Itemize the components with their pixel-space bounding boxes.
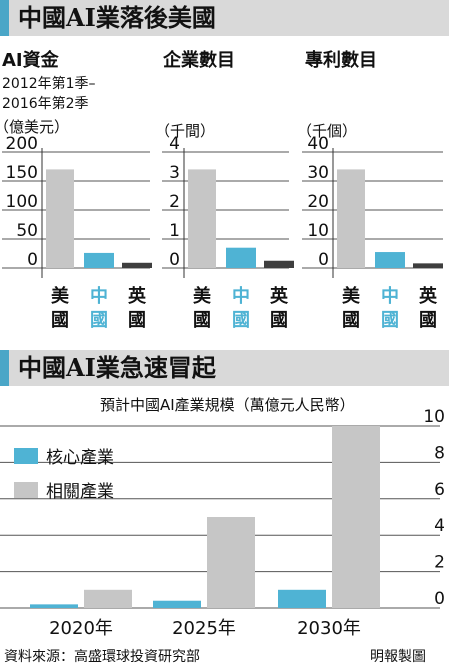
- x-tick-label: 中: [232, 285, 250, 307]
- panel3-unit: （千個）: [297, 122, 358, 140]
- credit-note: 明報製圖: [370, 649, 426, 665]
- x-tick-label: 國: [342, 310, 360, 331]
- bar-related-industry: [207, 517, 255, 608]
- x-tick-label: 美: [193, 285, 211, 307]
- y-tick-label: 10: [423, 407, 445, 427]
- bar-usa: [337, 169, 365, 268]
- x-tick-label: 中: [381, 285, 399, 307]
- y-tick-label: 0: [434, 589, 445, 609]
- y-tick-label: 2: [169, 192, 180, 212]
- x-tick-label: 國: [232, 310, 250, 331]
- y-tick-label: 200: [6, 134, 38, 154]
- section1-title: 中國AI業落後美國: [18, 3, 216, 32]
- section2-banner: 中國AI業急速冒起: [0, 350, 449, 386]
- source-note: 資料來源：高盛環球投資研究部: [4, 649, 200, 665]
- bar-core-industry: [153, 600, 201, 608]
- panel2-header: 企業數目: [163, 50, 235, 71]
- y-tick-label: 100: [6, 192, 38, 212]
- legend-label: 相關產業: [46, 482, 114, 502]
- y-tick-label: 0: [318, 250, 329, 270]
- x-tick-label: 國: [90, 310, 108, 331]
- x-tick-label: 國: [51, 310, 69, 331]
- section2-title: 中國AI業急速冒起: [18, 353, 216, 382]
- section2-unit-label: 預計中國AI產業規模（萬億元人民幣）: [100, 396, 355, 414]
- x-tick-label: 2020年: [49, 618, 113, 639]
- y-tick-label: 4: [169, 134, 180, 154]
- y-tick-label: 8: [434, 443, 445, 463]
- x-tick-label: 美: [342, 285, 360, 307]
- bar-uk: [264, 260, 294, 268]
- x-tick-label: 國: [270, 310, 288, 331]
- bar-usa: [46, 169, 74, 268]
- y-tick-label: 4: [434, 516, 445, 536]
- panel1-subtitle-line1: 2012年第1季–: [2, 76, 96, 92]
- banner-accent-bar: [0, 350, 9, 386]
- x-tick-label: 美: [51, 285, 69, 307]
- bar-china: [84, 252, 114, 268]
- legend-swatch: [14, 448, 38, 464]
- bar-china: [226, 247, 256, 268]
- panel1-header: AI資金: [2, 50, 59, 71]
- y-tick-label: 40: [307, 134, 329, 154]
- bar-core-industry: [278, 589, 326, 608]
- x-tick-label: 英: [127, 285, 147, 307]
- y-tick-label: 0: [169, 250, 180, 270]
- y-tick-label: 150: [6, 163, 38, 183]
- y-tick-label: 30: [307, 163, 329, 183]
- legend-swatch: [14, 482, 38, 498]
- section1-banner: 中國AI業落後美國: [0, 0, 449, 36]
- x-tick-label: 中: [90, 285, 108, 307]
- bar-uk: [122, 262, 152, 268]
- y-tick-label: 2: [434, 553, 445, 573]
- bar-uk: [413, 263, 443, 268]
- y-tick-label: 10: [307, 221, 329, 241]
- panel3-header: 專利數目: [305, 50, 377, 71]
- x-tick-label: 2030年: [297, 618, 361, 639]
- x-tick-label: 英: [269, 285, 289, 307]
- x-tick-label: 國: [128, 310, 146, 331]
- bar-china: [375, 252, 405, 268]
- panel1-unit: （億美元）: [0, 118, 70, 136]
- y-tick-label: 20: [307, 192, 329, 212]
- x-tick-label: 國: [419, 310, 437, 331]
- bar-related-industry: [332, 426, 380, 608]
- bar-related-industry: [84, 589, 132, 608]
- y-tick-label: 3: [169, 163, 180, 183]
- x-tick-label: 英: [418, 285, 438, 307]
- y-tick-label: 6: [434, 480, 445, 500]
- bar-core-industry: [30, 604, 78, 608]
- y-tick-label: 0: [27, 250, 38, 270]
- banner-accent-bar: [0, 0, 9, 36]
- x-tick-label: 國: [193, 310, 211, 331]
- x-tick-label: 國: [381, 310, 399, 331]
- panel1-subtitle-line2: 2016年第2季: [2, 96, 89, 112]
- panel2-unit: （千間）: [155, 122, 216, 140]
- bar-usa: [188, 169, 216, 268]
- y-tick-label: 50: [16, 221, 38, 241]
- x-tick-label: 2025年: [172, 618, 236, 639]
- y-tick-label: 1: [169, 221, 180, 241]
- legend-label: 核心產業: [46, 448, 114, 468]
